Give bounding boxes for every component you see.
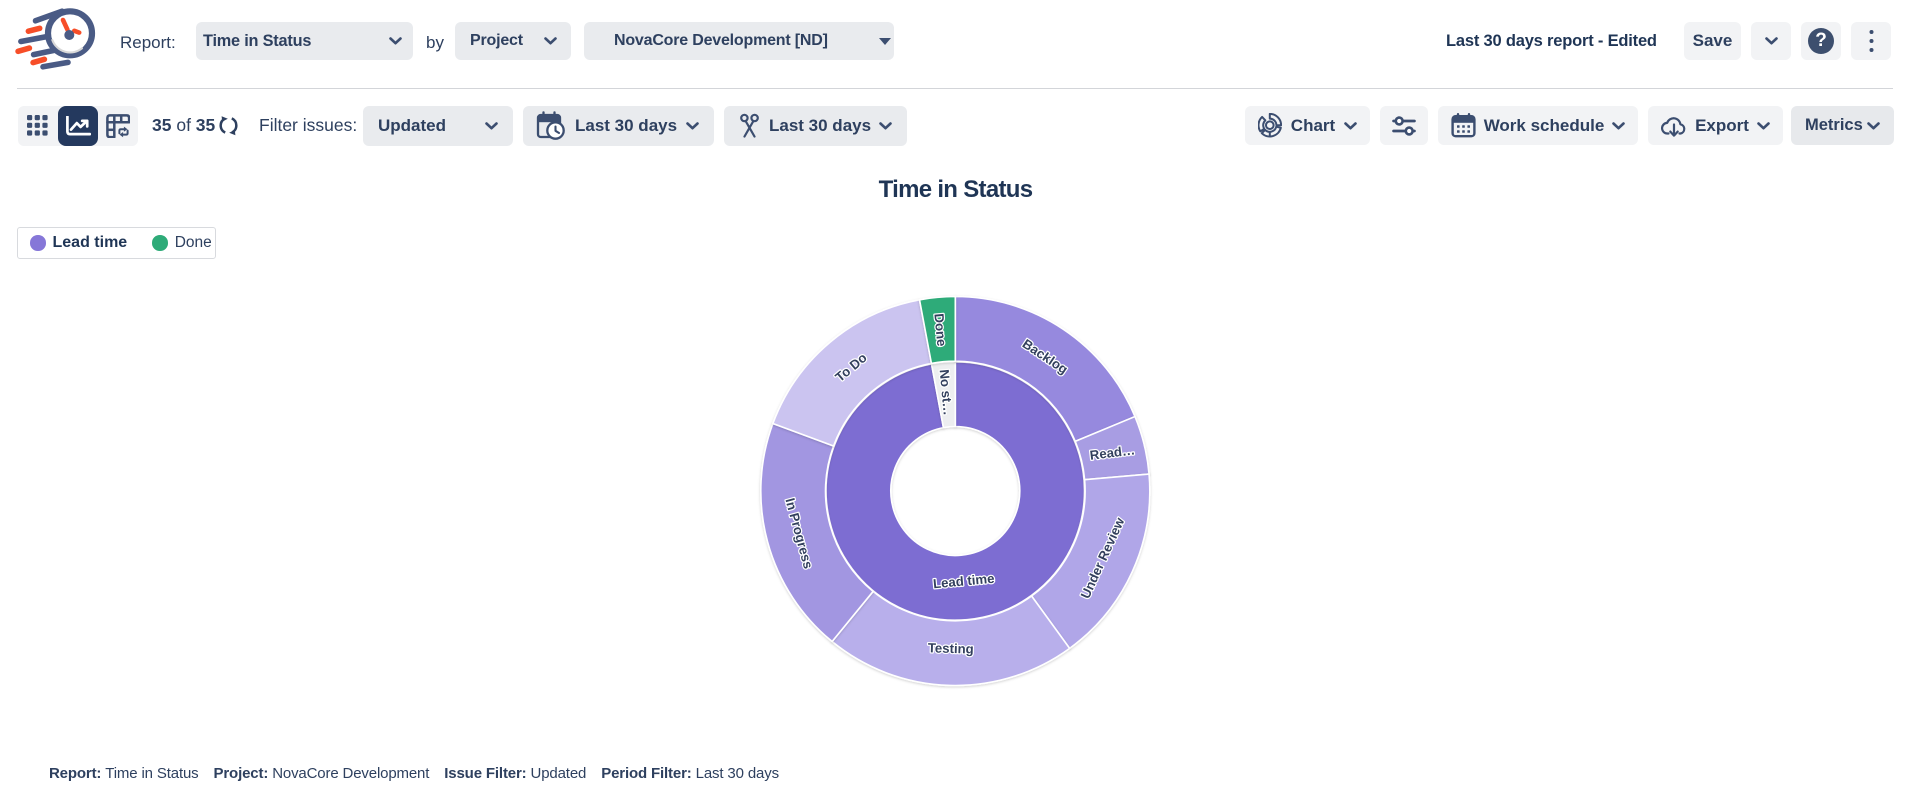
svg-text:Lead time: Lead time	[932, 571, 995, 592]
svg-text:Testing: Testing	[928, 640, 974, 656]
svg-text:Read…: Read…	[1089, 442, 1136, 462]
svg-text:Done: Done	[931, 313, 949, 347]
svg-text:No st…: No st…	[937, 369, 956, 416]
